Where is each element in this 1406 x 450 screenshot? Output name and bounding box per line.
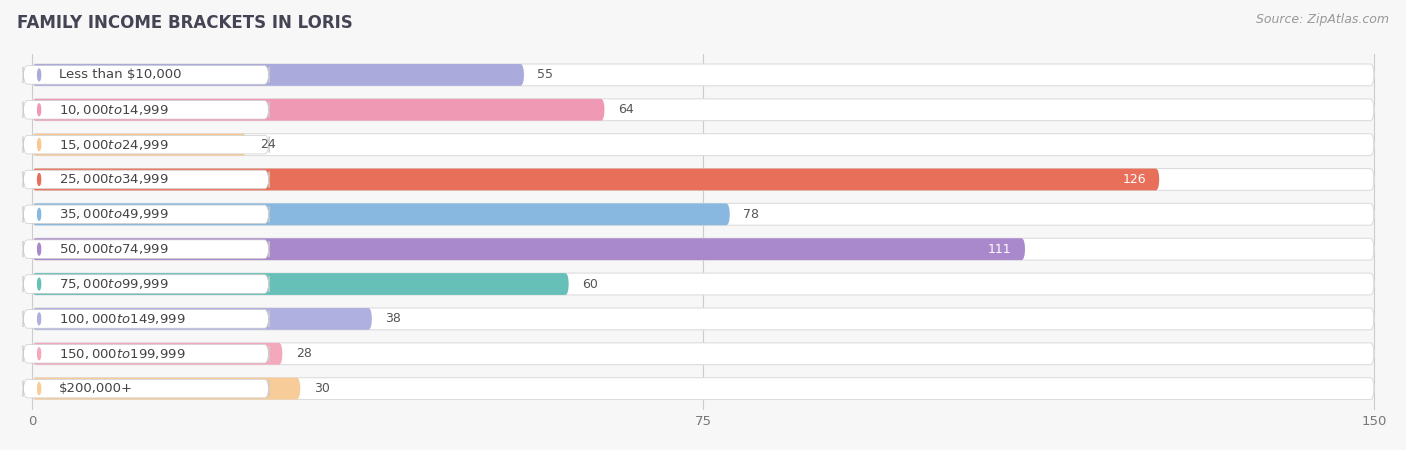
FancyBboxPatch shape xyxy=(32,203,730,225)
FancyBboxPatch shape xyxy=(32,378,301,400)
FancyBboxPatch shape xyxy=(22,344,269,363)
Text: 24: 24 xyxy=(260,138,276,151)
FancyBboxPatch shape xyxy=(22,170,269,189)
Text: 78: 78 xyxy=(744,208,759,221)
FancyBboxPatch shape xyxy=(32,378,1374,400)
FancyBboxPatch shape xyxy=(22,205,269,224)
FancyBboxPatch shape xyxy=(32,203,1374,225)
Text: 126: 126 xyxy=(1122,173,1146,186)
Circle shape xyxy=(38,104,41,116)
Text: 55: 55 xyxy=(537,68,554,81)
Text: 111: 111 xyxy=(988,243,1012,256)
Circle shape xyxy=(38,174,41,185)
FancyBboxPatch shape xyxy=(32,169,1160,190)
FancyBboxPatch shape xyxy=(22,100,269,119)
FancyBboxPatch shape xyxy=(22,275,269,293)
FancyBboxPatch shape xyxy=(22,379,269,398)
FancyBboxPatch shape xyxy=(32,134,1374,156)
Text: $25,000 to $34,999: $25,000 to $34,999 xyxy=(59,172,169,186)
Text: 60: 60 xyxy=(582,278,598,291)
Text: $15,000 to $24,999: $15,000 to $24,999 xyxy=(59,138,169,152)
Text: 30: 30 xyxy=(314,382,329,395)
Text: $200,000+: $200,000+ xyxy=(59,382,132,395)
Text: $35,000 to $49,999: $35,000 to $49,999 xyxy=(59,207,169,221)
Text: $100,000 to $149,999: $100,000 to $149,999 xyxy=(59,312,186,326)
Text: 38: 38 xyxy=(385,312,401,325)
Text: 64: 64 xyxy=(619,103,634,116)
FancyBboxPatch shape xyxy=(32,238,1374,260)
FancyBboxPatch shape xyxy=(32,308,373,330)
Circle shape xyxy=(38,208,41,220)
FancyBboxPatch shape xyxy=(22,66,269,84)
Circle shape xyxy=(38,348,41,360)
Circle shape xyxy=(38,313,41,325)
Circle shape xyxy=(38,382,41,395)
Text: $150,000 to $199,999: $150,000 to $199,999 xyxy=(59,347,186,361)
FancyBboxPatch shape xyxy=(32,273,1374,295)
FancyBboxPatch shape xyxy=(32,308,1374,330)
Text: $10,000 to $14,999: $10,000 to $14,999 xyxy=(59,103,169,117)
FancyBboxPatch shape xyxy=(22,135,269,154)
Circle shape xyxy=(38,278,41,290)
Text: Source: ZipAtlas.com: Source: ZipAtlas.com xyxy=(1256,14,1389,27)
Circle shape xyxy=(38,139,41,150)
Text: FAMILY INCOME BRACKETS IN LORIS: FAMILY INCOME BRACKETS IN LORIS xyxy=(17,14,353,32)
FancyBboxPatch shape xyxy=(22,240,269,258)
Circle shape xyxy=(38,69,41,81)
FancyBboxPatch shape xyxy=(32,343,1374,364)
FancyBboxPatch shape xyxy=(32,273,569,295)
FancyBboxPatch shape xyxy=(32,64,524,86)
Text: $75,000 to $99,999: $75,000 to $99,999 xyxy=(59,277,169,291)
FancyBboxPatch shape xyxy=(32,134,246,156)
FancyBboxPatch shape xyxy=(32,238,1025,260)
FancyBboxPatch shape xyxy=(32,99,1374,121)
FancyBboxPatch shape xyxy=(32,64,1374,86)
Text: $50,000 to $74,999: $50,000 to $74,999 xyxy=(59,242,169,256)
Circle shape xyxy=(38,243,41,255)
Text: 28: 28 xyxy=(295,347,312,360)
FancyBboxPatch shape xyxy=(32,99,605,121)
Text: Less than $10,000: Less than $10,000 xyxy=(59,68,181,81)
FancyBboxPatch shape xyxy=(32,169,1374,190)
FancyBboxPatch shape xyxy=(32,343,283,364)
FancyBboxPatch shape xyxy=(22,310,269,328)
